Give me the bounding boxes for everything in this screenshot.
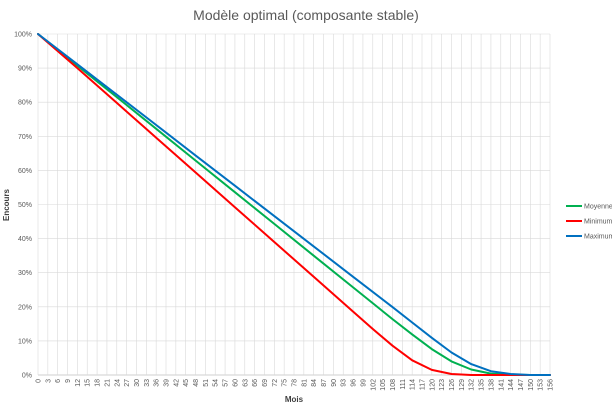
x-tick-label: 141 xyxy=(498,379,505,391)
x-tick-label: 147 xyxy=(518,379,525,391)
x-tick-label: 15 xyxy=(85,379,92,387)
x-tick-label: 126 xyxy=(449,379,456,391)
x-tick-label: 0 xyxy=(36,379,43,383)
y-tick-label: 10% xyxy=(18,338,32,345)
y-tick-label: 70% xyxy=(18,134,32,141)
x-tick-label: 108 xyxy=(390,379,397,391)
y-axis-ticks: 0% 10% 20% 30% 40% 50% 60% 70% 80% 90% 100% xyxy=(14,32,32,380)
x-tick-label: 6 xyxy=(55,379,62,383)
x-tick-label: 3 xyxy=(45,379,52,383)
legend-label-moyenne: Moyenne xyxy=(584,204,612,211)
y-axis-label: Encours xyxy=(2,188,11,221)
legend: Moyenne Minimum Maximum xyxy=(566,204,612,241)
x-tick-label: 9 xyxy=(65,379,72,383)
x-tick-label: 150 xyxy=(528,379,535,391)
x-tick-label: 99 xyxy=(360,379,367,387)
x-tick-label: 117 xyxy=(420,379,427,390)
x-tick-label: 69 xyxy=(262,379,269,387)
x-tick-label: 39 xyxy=(164,379,171,387)
x-tick-label: 132 xyxy=(469,379,476,391)
x-tick-label: 60 xyxy=(232,379,239,387)
x-tick-label: 42 xyxy=(173,379,180,387)
x-tick-label: 63 xyxy=(242,379,249,387)
y-tick-label: 100% xyxy=(14,32,32,39)
x-tick-label: 87 xyxy=(321,379,328,387)
x-tick-label: 93 xyxy=(341,379,348,387)
x-tick-label: 84 xyxy=(311,379,318,387)
x-tick-label: 57 xyxy=(223,379,230,387)
x-tick-label: 21 xyxy=(104,379,111,387)
grid xyxy=(37,33,551,376)
y-tick-label: 80% xyxy=(18,100,32,107)
y-tick-label: 90% xyxy=(18,66,32,73)
series-line-minimum xyxy=(37,33,551,376)
x-tick-label: 138 xyxy=(488,379,495,391)
x-tick-label: 90 xyxy=(331,379,338,387)
series-line-moyenne xyxy=(37,33,551,376)
x-tick-label: 36 xyxy=(154,379,161,387)
series-lines xyxy=(37,33,551,376)
x-tick-label: 153 xyxy=(538,379,545,391)
x-tick-label: 129 xyxy=(459,379,466,391)
x-axis-label: Mois xyxy=(285,395,304,404)
x-tick-label: 30 xyxy=(134,379,141,387)
x-tick-label: 66 xyxy=(252,379,259,387)
x-tick-label: 96 xyxy=(351,379,358,387)
x-tick-label: 27 xyxy=(124,379,131,387)
x-tick-label: 135 xyxy=(479,379,486,391)
x-tick-label: 18 xyxy=(95,379,102,387)
x-tick-label: 33 xyxy=(144,379,151,387)
y-tick-label: 60% xyxy=(18,168,32,175)
legend-label-minimum: Minimum xyxy=(584,219,612,226)
x-tick-label: 114 xyxy=(410,379,417,390)
y-tick-label: 20% xyxy=(18,304,32,311)
legend-label-maximum: Maximum xyxy=(584,234,612,241)
y-tick-label: 40% xyxy=(18,236,32,243)
x-tick-label: 75 xyxy=(282,379,289,387)
x-tick-label: 45 xyxy=(183,379,190,387)
x-tick-label: 105 xyxy=(380,379,387,391)
y-tick-label: 50% xyxy=(18,202,32,209)
x-axis-ticks: 0 3 6 9 12 15 18 21 24 27 30 33 36 39 42 45 48 51 54 57 60 63… xyxy=(36,379,555,391)
x-tick-label: 123 xyxy=(439,379,446,391)
x-tick-label: 51 xyxy=(203,379,210,387)
y-tick-label: 30% xyxy=(18,270,32,277)
x-tick-label: 48 xyxy=(193,379,200,387)
x-tick-label: 102 xyxy=(370,379,377,391)
x-tick-label: 111 xyxy=(400,379,407,390)
series-line-maximum xyxy=(37,33,551,376)
x-tick-label: 24 xyxy=(114,379,121,387)
x-tick-label: 72 xyxy=(272,379,279,387)
x-tick-label: 54 xyxy=(213,379,220,387)
x-tick-label: 78 xyxy=(292,379,299,387)
x-tick-label: 81 xyxy=(301,379,308,387)
chart-title: Modèle optimal (composante stable) xyxy=(193,7,419,23)
x-tick-label: 12 xyxy=(75,379,82,387)
x-tick-label: 156 xyxy=(548,379,555,391)
x-tick-label: 120 xyxy=(429,379,436,391)
y-tick-label: 0% xyxy=(22,373,32,380)
x-tick-label: 144 xyxy=(508,379,515,391)
